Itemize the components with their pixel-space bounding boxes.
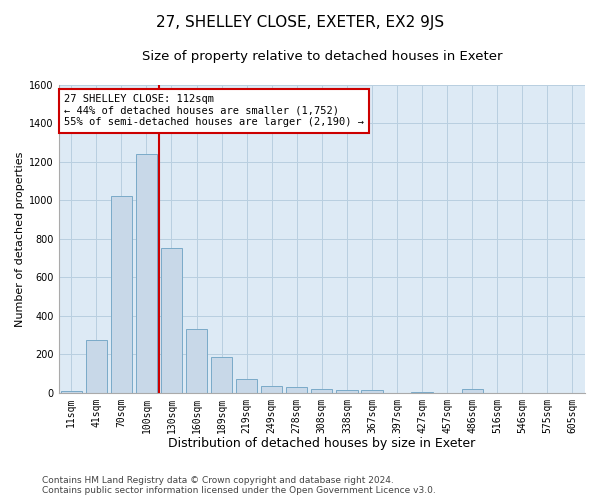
Title: Size of property relative to detached houses in Exeter: Size of property relative to detached ho… [142,50,502,63]
Bar [336,390,358,392]
Bar [110,196,132,392]
Bar [286,388,307,392]
Bar [61,391,82,392]
Bar [236,380,257,392]
Bar [161,248,182,392]
Bar [136,154,157,392]
Bar [86,340,107,392]
Bar [361,390,383,392]
Text: 27 SHELLEY CLOSE: 112sqm
← 44% of detached houses are smaller (1,752)
55% of sem: 27 SHELLEY CLOSE: 112sqm ← 44% of detach… [64,94,364,128]
Text: Contains HM Land Registry data © Crown copyright and database right 2024.
Contai: Contains HM Land Registry data © Crown c… [42,476,436,495]
Bar [186,330,207,392]
Bar [211,357,232,392]
Bar [311,390,332,392]
Bar [261,386,283,392]
Bar [461,390,483,392]
Text: 27, SHELLEY CLOSE, EXETER, EX2 9JS: 27, SHELLEY CLOSE, EXETER, EX2 9JS [156,15,444,30]
Y-axis label: Number of detached properties: Number of detached properties [15,151,25,326]
X-axis label: Distribution of detached houses by size in Exeter: Distribution of detached houses by size … [168,437,475,450]
